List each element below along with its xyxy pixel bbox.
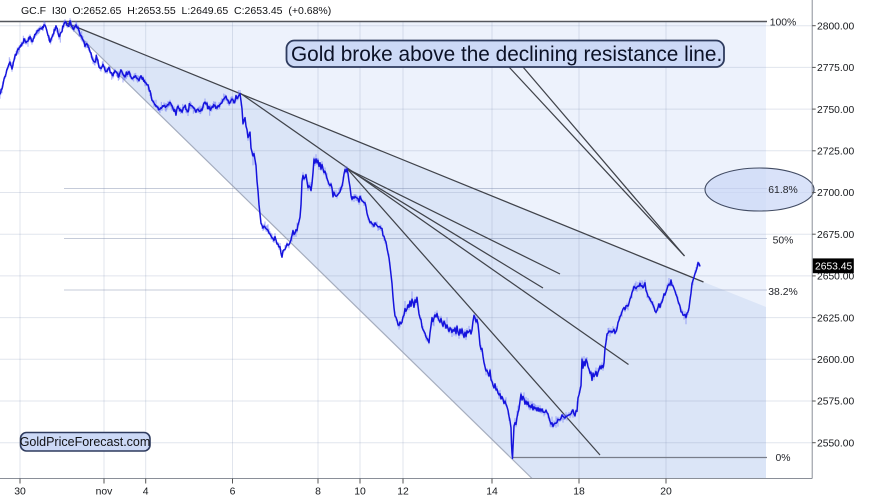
svg-text:50%: 50% [773,236,794,247]
svg-text:30: 30 [14,487,26,498]
svg-text:nov: nov [96,487,114,498]
svg-text:18: 18 [573,487,585,498]
svg-text:2750.00: 2750.00 [817,105,854,116]
svg-text:2775.00: 2775.00 [817,63,854,74]
svg-text:4: 4 [143,487,149,498]
svg-text:2800.00: 2800.00 [817,21,854,32]
svg-text:GC.F I30 O:2652.65 H:2653.5: GC.F I30 O:2652.65 H:2653.55 L:2649.65 C… [21,5,331,17]
svg-text:2725.00: 2725.00 [817,147,854,158]
svg-text:20: 20 [660,487,672,498]
svg-text:2550.00: 2550.00 [817,438,854,449]
svg-text:2625.00: 2625.00 [817,313,854,324]
svg-text:2675.00: 2675.00 [817,230,854,241]
svg-text:6: 6 [230,487,236,498]
svg-text:14: 14 [486,487,498,498]
svg-text:38.2%: 38.2% [768,287,797,298]
svg-text:8: 8 [315,487,321,498]
svg-text:2700.00: 2700.00 [817,188,854,199]
svg-text:12: 12 [397,487,409,498]
svg-text:61.8%: 61.8% [768,185,797,196]
svg-text:10: 10 [354,487,366,498]
svg-text:100%: 100% [770,18,797,29]
svg-text:0%: 0% [775,453,790,464]
svg-text:Gold broke above the declining: Gold broke above the declining resistanc… [291,43,722,66]
svg-text:2653.45: 2653.45 [815,262,852,273]
svg-text:2600.00: 2600.00 [817,355,854,366]
svg-text:GoldPriceForecast.com: GoldPriceForecast.com [20,435,151,449]
svg-text:2650.00: 2650.00 [817,272,854,283]
svg-text:2575.00: 2575.00 [817,397,854,408]
